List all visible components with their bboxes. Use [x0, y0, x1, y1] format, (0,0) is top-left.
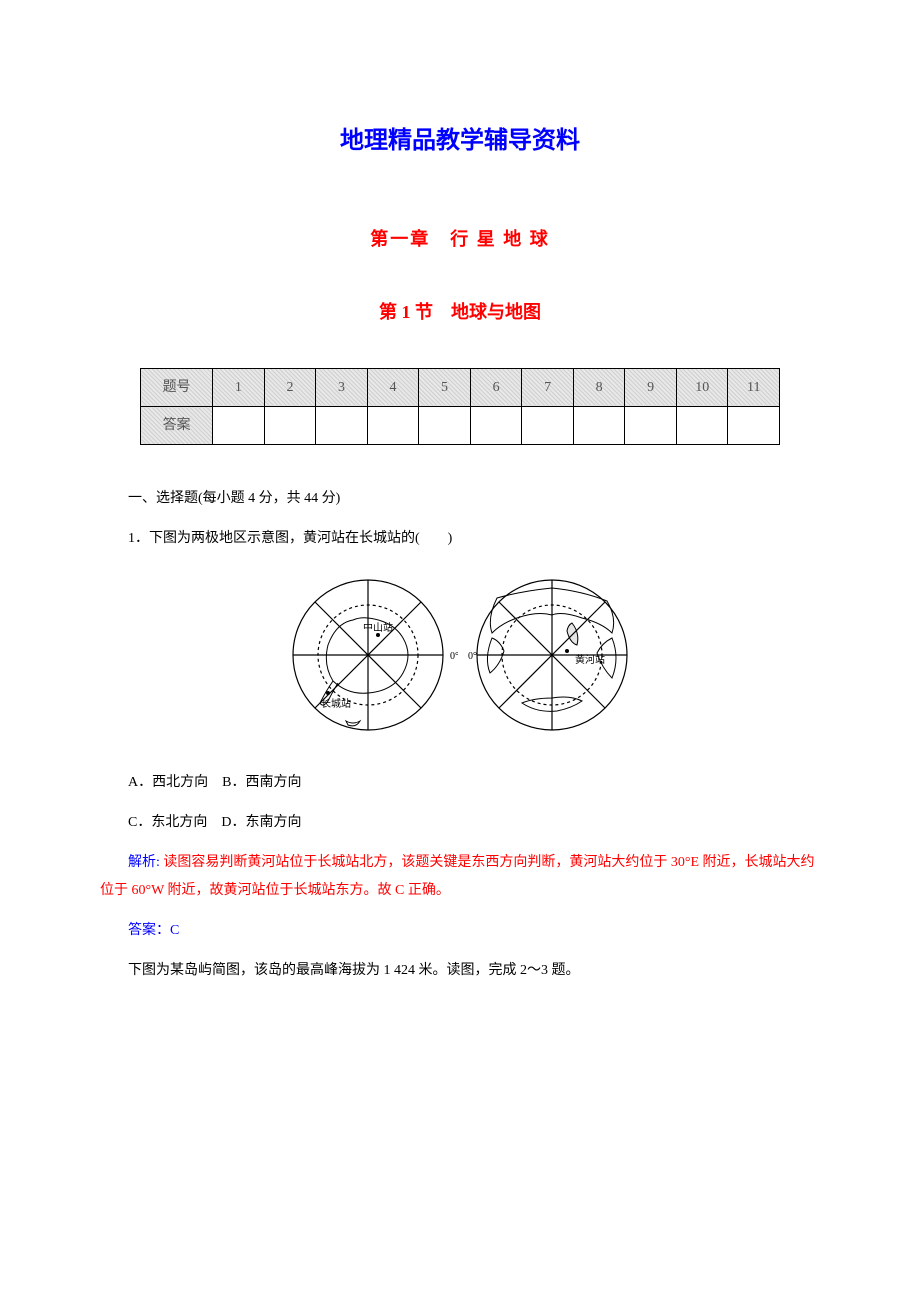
table-answer-row: 答案: [141, 407, 780, 445]
section-heading: 一、选择题(每小题 4 分，共 44 分): [100, 485, 820, 513]
left-meridian-label: 0°: [450, 651, 458, 662]
question-1-options-cd: C．东北方向 D．东南方向: [100, 809, 820, 837]
answer-label: 答案：: [128, 923, 170, 938]
table-num-6: 6: [470, 368, 522, 406]
question-1-stem: 1．下图为两极地区示意图，黄河站在长城站的( ): [100, 525, 820, 553]
answer-label-cell: 答案: [141, 407, 213, 445]
analysis-label: 解析:: [128, 855, 163, 870]
table-ans-11: [728, 407, 780, 445]
answer-value: C: [170, 923, 179, 938]
changcheng-label: 长城站: [321, 697, 351, 710]
analysis-content: 读图容易判断黄河站位于长城站北方，该题关键是东西方向判断，黄河站大约位于 30°…: [100, 855, 815, 898]
table-num-3: 3: [316, 368, 368, 406]
table-num-11: 11: [728, 368, 780, 406]
table-ans-1: [213, 407, 265, 445]
table-num-7: 7: [522, 368, 574, 406]
main-title: 地理精品教学辅导资料: [100, 120, 820, 163]
question-1-answer: 答案：C: [100, 917, 820, 945]
table-num-10: 10: [676, 368, 728, 406]
question-1-analysis: 解析: 读图容易判断黄河站位于长城站北方，该题关键是东西方向判断，黄河站大约位于…: [100, 849, 820, 905]
table-num-8: 8: [573, 368, 625, 406]
huanghe-label: 黄河站: [575, 653, 605, 666]
header-label-cell: 题号: [141, 368, 213, 406]
table-num-4: 4: [367, 368, 419, 406]
polar-diagram: 中山站 长城站 0° 黄河站 0°: [100, 573, 820, 749]
question-1-options-ab: A．西北方向 B．西南方向: [100, 769, 820, 797]
question-2-intro: 下图为某岛屿简图，该岛的最高峰海拔为 1 424 米。读图，完成 2～3 题。: [100, 957, 820, 985]
answer-table: 题号 1 2 3 4 5 6 7 8 9 10 11 答案: [140, 368, 780, 445]
table-ans-6: [470, 407, 522, 445]
table-ans-10: [676, 407, 728, 445]
table-header-row: 题号 1 2 3 4 5 6 7 8 9 10 11: [141, 368, 780, 406]
table-ans-8: [573, 407, 625, 445]
table-num-5: 5: [419, 368, 471, 406]
table-num-1: 1: [213, 368, 265, 406]
chapter-title: 第一章 行 星 地 球: [100, 223, 820, 255]
arctic-diagram: 黄河站 0°: [462, 573, 642, 738]
table-num-9: 9: [625, 368, 677, 406]
table-ans-5: [419, 407, 471, 445]
table-ans-7: [522, 407, 574, 445]
right-meridian-label: 0°: [468, 651, 477, 662]
table-ans-9: [625, 407, 677, 445]
table-ans-3: [316, 407, 368, 445]
table-ans-4: [367, 407, 419, 445]
table-ans-2: [264, 407, 316, 445]
antarctic-diagram: 中山站 长城站 0°: [278, 573, 458, 738]
table-num-2: 2: [264, 368, 316, 406]
zhongshan-label: 中山站: [363, 621, 393, 634]
section-title: 第 1 节 地球与地图: [100, 296, 820, 328]
